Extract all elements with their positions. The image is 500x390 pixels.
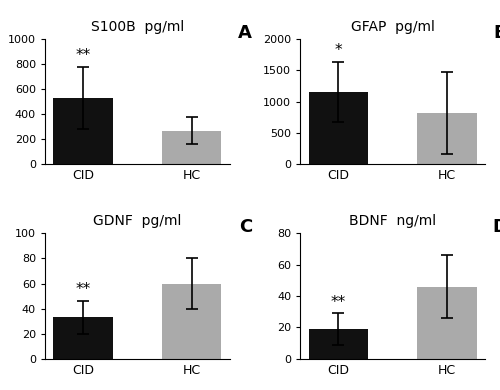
Bar — [417, 287, 476, 359]
Bar — [308, 92, 368, 165]
Text: C: C — [239, 218, 252, 236]
Bar — [417, 113, 476, 165]
Bar — [54, 317, 113, 359]
Text: **: ** — [330, 294, 346, 310]
Title: GFAP  pg/ml: GFAP pg/ml — [350, 20, 434, 34]
Title: S100B  pg/ml: S100B pg/ml — [91, 20, 184, 34]
Text: A: A — [238, 24, 252, 42]
Text: B: B — [494, 24, 500, 42]
Text: **: ** — [76, 48, 91, 63]
Title: BDNF  ng/ml: BDNF ng/ml — [349, 214, 436, 228]
Text: **: ** — [76, 282, 91, 297]
Text: *: * — [334, 43, 342, 58]
Title: GDNF  pg/ml: GDNF pg/ml — [93, 214, 182, 228]
Text: D: D — [492, 218, 500, 236]
Bar — [308, 329, 368, 359]
Bar — [162, 131, 222, 165]
Bar — [54, 98, 113, 165]
Bar — [162, 284, 222, 359]
